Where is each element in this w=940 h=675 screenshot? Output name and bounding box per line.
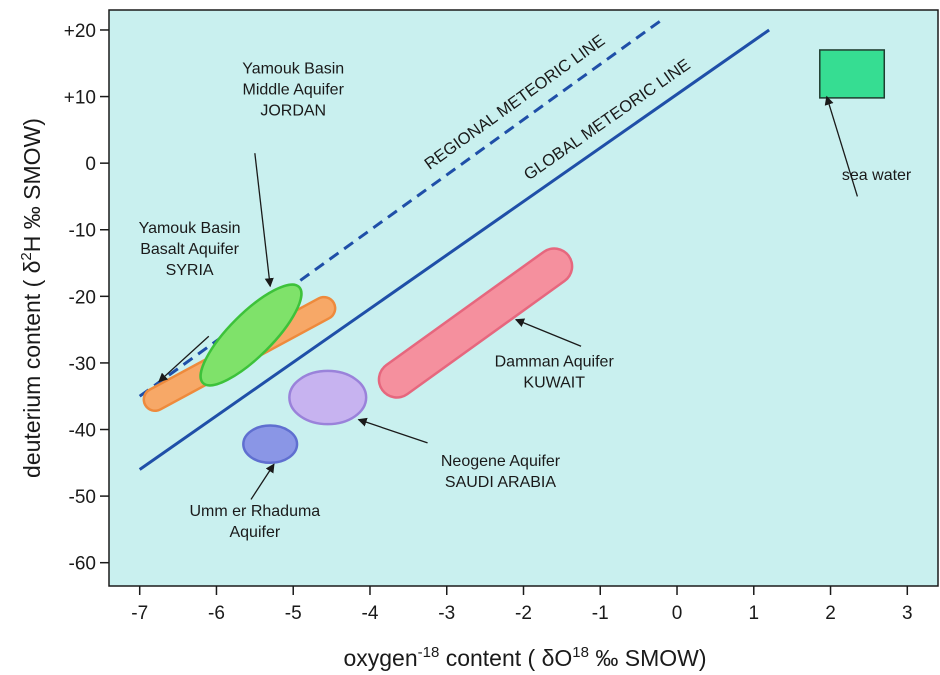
syria-annotation: Yamouk Basin Basalt Aquifer SYRIA	[139, 220, 241, 279]
jordan-annotation: Yamouk Basin Middle Aquifer JORDAN	[242, 60, 344, 119]
jordan-arrow	[254, 153, 274, 288]
annotation-line: Yamouk Basin	[139, 220, 241, 237]
damman-aquifer-kuwait-region	[380, 249, 571, 397]
x-tick-label: 3	[902, 603, 913, 624]
annotation-line: SYRIA	[166, 262, 214, 279]
y-tick-label: -50	[69, 487, 96, 508]
annotation-line: JORDAN	[260, 102, 326, 119]
annotation-line: Yamouk Basin	[242, 60, 344, 77]
y-tick-label: +20	[64, 21, 96, 42]
x-tick-label: -4	[362, 603, 379, 624]
annotation-line: Basalt Aquifer	[140, 241, 239, 258]
umm-arrow	[250, 463, 275, 500]
y-tick-label: -30	[69, 354, 96, 375]
y-tick-label: +10	[64, 88, 96, 109]
x-tick-label: -2	[515, 603, 532, 624]
y-tick-label: -60	[69, 554, 96, 575]
x-tick-label: 0	[672, 603, 683, 624]
syria-arrow	[158, 335, 210, 383]
x-tick-label: -3	[438, 603, 455, 624]
y-tick-label: 0	[85, 154, 96, 175]
annotation-line: Umm er Rhaduma	[189, 503, 320, 520]
x-tick-label: -5	[285, 603, 302, 624]
annotation-line: Neogene Aquifer	[441, 453, 561, 470]
x-tick-label: -1	[592, 603, 609, 624]
saudi-annotation: Neogene Aquifer SAUDI ARABIA	[441, 453, 561, 491]
yamouk-basin-middle-aquifer-jordan-region	[199, 283, 303, 387]
y-tick-label: -10	[69, 221, 96, 242]
sea-arrow	[824, 95, 859, 197]
x-axis-title: oxygen-18 content ( δO18 ‰ SMOW)	[343, 644, 706, 671]
y-tick-label: -40	[69, 421, 96, 442]
annotation-line: Damman Aquifer	[495, 353, 615, 370]
annotation-line: KUWAIT	[523, 374, 585, 391]
umm-annotation: Umm er Rhaduma Aquifer	[189, 503, 320, 541]
annotation-line: SAUDI ARABIA	[445, 474, 556, 491]
x-tick-label: 1	[748, 603, 759, 624]
annotation-line: sea water	[842, 167, 912, 184]
umm-er-rhaduma-aquifer-region	[242, 424, 299, 465]
global-meteoric-line	[138, 28, 770, 471]
sea-annotation: sea water	[842, 167, 912, 184]
neogene-aquifer-saudi-arabia-region	[288, 369, 368, 426]
x-tick-label: -7	[131, 603, 148, 624]
y-axis-title: deuterium content ( δ2H ‰ SMOW)	[18, 118, 45, 478]
y-tick-label: -20	[69, 287, 96, 308]
kuwait-arrow	[514, 318, 582, 347]
saudi-arrow	[357, 417, 428, 444]
kuwait-annotation: Damman Aquifer KUWAIT	[495, 353, 615, 391]
annotation-line: Aquifer	[229, 524, 280, 541]
sea-water-region	[819, 49, 886, 99]
annotation-line: Middle Aquifer	[243, 81, 345, 98]
x-tick-label: 2	[825, 603, 836, 624]
x-tick-label: -6	[208, 603, 225, 624]
